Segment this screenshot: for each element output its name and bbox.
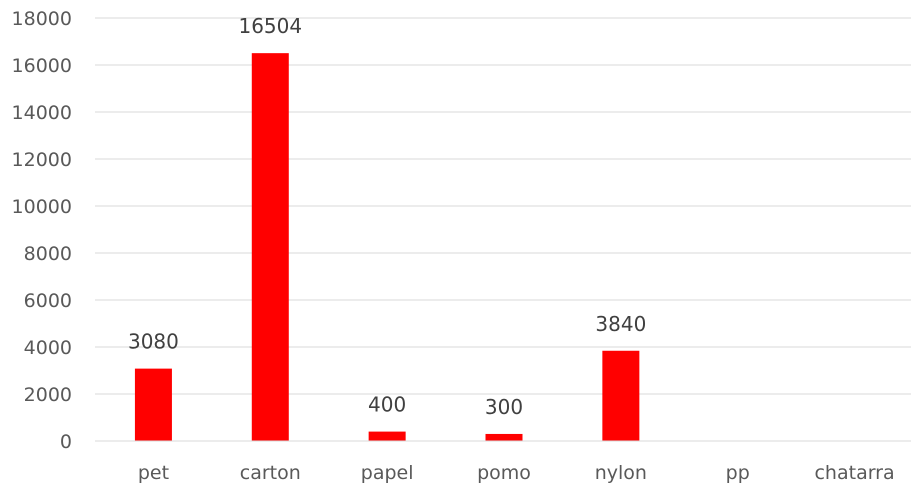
data-label-nylon: 3840 [595,312,646,336]
y-tick-label: 2000 [24,384,72,406]
y-tick-label: 16000 [12,55,72,77]
x-tick-label-chatarra: chatarra [814,462,894,484]
x-axis-tick-labels: pet carton papel pomo nylon pp chatarra [138,462,895,484]
y-tick-label: 4000 [24,337,72,359]
x-tick-label-papel: papel [361,462,414,484]
bars [134,53,640,441]
y-tick-label: 8000 [24,243,72,265]
bar-papel [368,431,406,441]
gridlines [95,17,911,395]
data-label-papel: 400 [368,393,406,417]
bar-carton [251,53,289,441]
y-tick-label: 14000 [12,102,72,124]
x-tick-label-pp: pp [726,462,750,484]
data-label-pet: 3080 [128,330,179,354]
y-tick-label: 0 [60,431,72,453]
data-labels: 3080 16504 400 300 3840 [128,14,646,419]
x-tick-label-carton: carton [240,462,301,484]
data-label-pomo: 300 [485,395,523,419]
data-label-carton: 16504 [238,14,302,38]
x-tick-label-pet: pet [138,462,169,484]
x-tick-label-nylon: nylon [595,462,647,484]
bar-pet [134,368,172,441]
x-tick-label-pomo: pomo [477,462,531,484]
bar-nylon [602,350,640,441]
y-axis-tick-labels: 0 2000 4000 6000 8000 10000 12000 14000 16000 180… [12,8,72,453]
y-tick-label: 6000 [24,290,72,312]
y-tick-label: 10000 [12,196,72,218]
y-tick-label: 18000 [12,8,72,30]
y-tick-label: 12000 [12,149,72,171]
bar-pomo [485,433,523,441]
